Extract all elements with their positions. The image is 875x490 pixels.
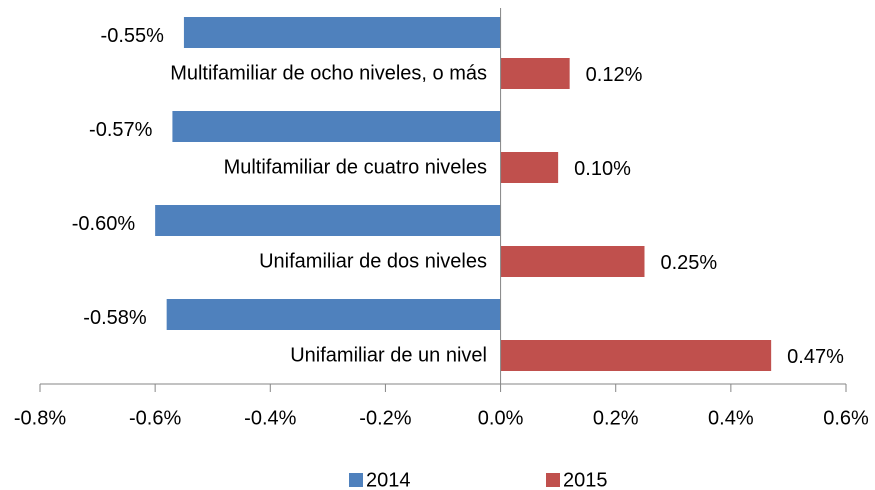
legend-swatch <box>546 473 560 487</box>
category-label: Unifamiliar de dos niveles <box>259 250 487 272</box>
bar <box>500 152 559 183</box>
legend-label: 2015 <box>563 469 608 490</box>
data-label: -0.58% <box>83 307 147 329</box>
x-tick-label: -0.6% <box>129 407 181 429</box>
x-tick-label: 0.4% <box>708 407 754 429</box>
data-label: -0.55% <box>101 25 165 47</box>
data-label: -0.57% <box>89 119 153 141</box>
category-label: Multifamiliar de cuatro niveles <box>224 156 487 178</box>
bar <box>183 17 501 48</box>
x-tick-label: -0.2% <box>359 407 411 429</box>
legend-label: 2014 <box>366 469 411 490</box>
category-label: Unifamiliar de un nivel <box>290 344 487 366</box>
category-label: Multifamiliar de ocho niveles, o más <box>170 62 487 84</box>
data-label: 0.10% <box>574 158 631 180</box>
data-label: 0.12% <box>586 64 643 86</box>
x-tick-label: -0.4% <box>244 407 296 429</box>
legend-swatch <box>349 473 363 487</box>
bar <box>166 299 501 330</box>
data-label: -0.60% <box>72 213 136 235</box>
x-tick-label: 0.0% <box>478 407 524 429</box>
bar <box>155 205 501 236</box>
bar <box>172 111 501 142</box>
x-tick-label: -0.8% <box>14 407 66 429</box>
data-label: 0.25% <box>661 252 718 274</box>
bar <box>500 246 645 277</box>
x-tick-label: 0.2% <box>593 407 639 429</box>
bar <box>500 340 772 371</box>
data-label: 0.47% <box>787 346 844 368</box>
bar <box>500 58 570 89</box>
x-tick-label: 0.6% <box>823 407 869 429</box>
